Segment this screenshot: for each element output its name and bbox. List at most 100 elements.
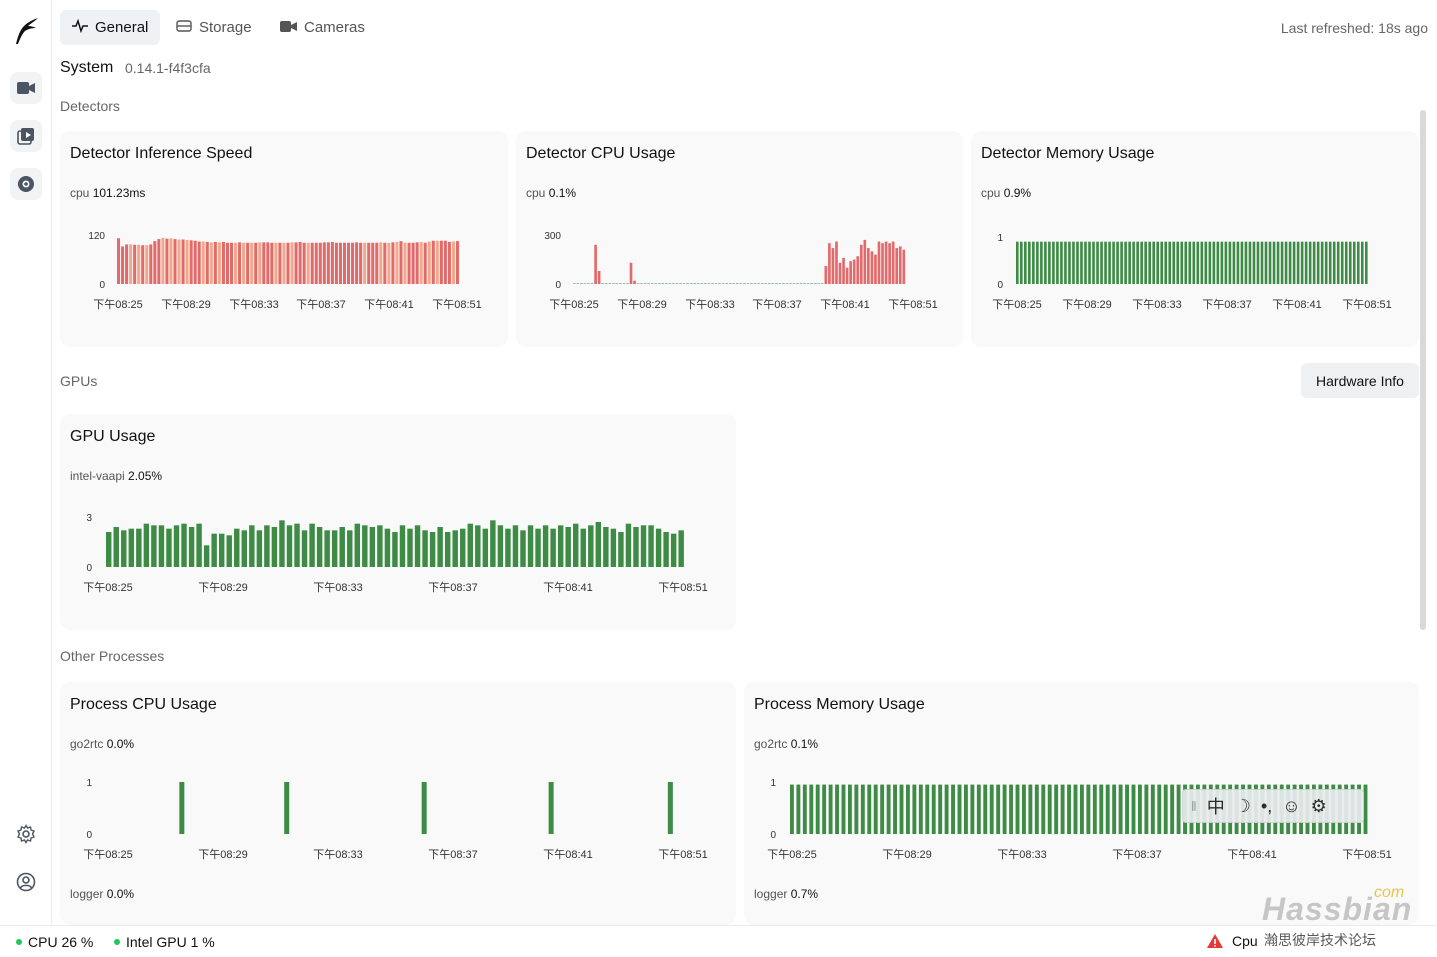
- bar: [310, 242, 314, 284]
- live-nav-icon[interactable]: [10, 72, 42, 104]
- bar: [125, 244, 129, 284]
- bar: [271, 527, 278, 567]
- bar: [743, 283, 746, 284]
- bar: [679, 283, 682, 284]
- ime-handle-icon[interactable]: ‖: [1191, 798, 1197, 814]
- bar: [166, 528, 172, 567]
- x-tick-label: 下午08:51: [658, 581, 708, 594]
- gpu-stat[interactable]: Intel GPU 1 %: [114, 934, 215, 950]
- bar: [452, 530, 458, 567]
- bar: [640, 525, 647, 567]
- x-tick-label: 下午08:37: [428, 581, 478, 594]
- bar: [1244, 241, 1248, 284]
- bar: [264, 525, 270, 567]
- bar: [181, 523, 187, 567]
- x-tick-label: 下午08:37: [752, 298, 802, 311]
- scrollbar[interactable]: [1420, 110, 1426, 630]
- x-tick-label: 下午08:41: [543, 848, 593, 861]
- bar: [831, 248, 835, 284]
- watermark-com: com: [1374, 884, 1405, 901]
- system-title: System: [60, 59, 114, 76]
- ime-toolbar[interactable]: ‖ 中 ☽ •, ☺ ⚙: [1182, 789, 1364, 823]
- bar: [399, 241, 403, 285]
- bar: [1076, 241, 1079, 284]
- y-tick-label: 120: [88, 231, 105, 242]
- gpu-usage-card: GPU Usage intel-vaapi 2.05% 0 3 下午08:25 下午0…: [60, 414, 736, 630]
- review-nav-icon[interactable]: [10, 120, 42, 152]
- detector-cpu-chart: 0 300 下午08:25 下午08:29 下午08:33 下午08:37 下午08:41 下…: [544, 231, 937, 311]
- bar: [286, 525, 293, 567]
- process-cpu-chart: 0 1 下午08:25 下午08:29 下午08:33 下午08:37 下午08:41 下午0…: [83, 778, 708, 861]
- bar: [1100, 241, 1103, 284]
- bar: [1157, 784, 1162, 834]
- x-tick-label: 下午08:33: [997, 848, 1047, 861]
- tab-general[interactable]: General: [60, 10, 160, 45]
- cpu-stat[interactable]: CPU 26 %: [16, 934, 93, 950]
- bar: [1150, 784, 1155, 834]
- bar: [886, 784, 891, 834]
- tab-storage[interactable]: Storage: [164, 10, 264, 45]
- bar: [573, 283, 576, 284]
- bar: [234, 528, 240, 567]
- bar: [654, 283, 658, 284]
- settings-icon[interactable]: [10, 818, 42, 850]
- ime-emoji-icon[interactable]: ☺: [1282, 795, 1301, 816]
- bar: [379, 242, 383, 284]
- x-tick-label: 下午08:33: [685, 298, 735, 311]
- ime-moon-icon[interactable]: ☽: [1234, 795, 1251, 816]
- bar: [403, 242, 407, 284]
- activity-icon: [72, 18, 88, 37]
- bar: [629, 262, 633, 284]
- bar: [1156, 241, 1160, 284]
- hardware-info-button[interactable]: Hardware Info: [1301, 363, 1419, 398]
- bar: [732, 283, 736, 284]
- bar: [803, 283, 806, 284]
- bar: [173, 525, 180, 567]
- bar: [1304, 241, 1308, 284]
- x-tick-label: 下午08:25: [93, 298, 143, 311]
- warning-stat[interactable]: Cpu: [1206, 933, 1258, 949]
- status-dot: [114, 939, 120, 945]
- bar: [1232, 241, 1236, 284]
- ime-punctuation-icon[interactable]: •,: [1260, 795, 1273, 816]
- frigate-logo[interactable]: [12, 16, 40, 46]
- bar: [490, 520, 496, 567]
- bar: [443, 240, 447, 284]
- bar: [209, 242, 213, 284]
- bar: [792, 283, 796, 284]
- bar: [704, 283, 707, 284]
- user-account-icon[interactable]: [10, 866, 42, 898]
- bar: [137, 244, 141, 284]
- card-series: cpu 101.23ms: [70, 186, 146, 200]
- bar: [1036, 241, 1039, 284]
- explore-nav-icon[interactable]: [10, 168, 42, 200]
- bar: [1040, 241, 1043, 284]
- bar: [771, 283, 775, 284]
- bar: [334, 242, 338, 284]
- bar: [392, 532, 398, 567]
- bar: [931, 784, 936, 834]
- y-tick-label: 0: [86, 563, 92, 574]
- bar: [1056, 241, 1059, 284]
- bar: [603, 527, 609, 567]
- bar: [576, 283, 580, 284]
- ime-chinese-mode[interactable]: 中: [1206, 797, 1225, 817]
- bar: [810, 283, 814, 284]
- bar: [550, 528, 556, 567]
- bar: [367, 242, 371, 284]
- tab-label: Cameras: [304, 19, 365, 36]
- ime-settings-icon[interactable]: ⚙: [1310, 795, 1327, 816]
- bar: [583, 283, 587, 284]
- bar: [580, 528, 586, 567]
- x-tick-label: 下午08:51: [1342, 298, 1392, 311]
- bar: [565, 527, 571, 567]
- bar: [407, 242, 411, 284]
- bar: [1200, 241, 1204, 284]
- bar: [282, 242, 286, 284]
- tab-cameras[interactable]: Cameras: [268, 10, 377, 45]
- bar: [1172, 241, 1176, 284]
- bar: [221, 241, 225, 284]
- bar: [179, 782, 185, 834]
- bar: [1132, 241, 1135, 284]
- y-tick-label: 1: [997, 233, 1003, 244]
